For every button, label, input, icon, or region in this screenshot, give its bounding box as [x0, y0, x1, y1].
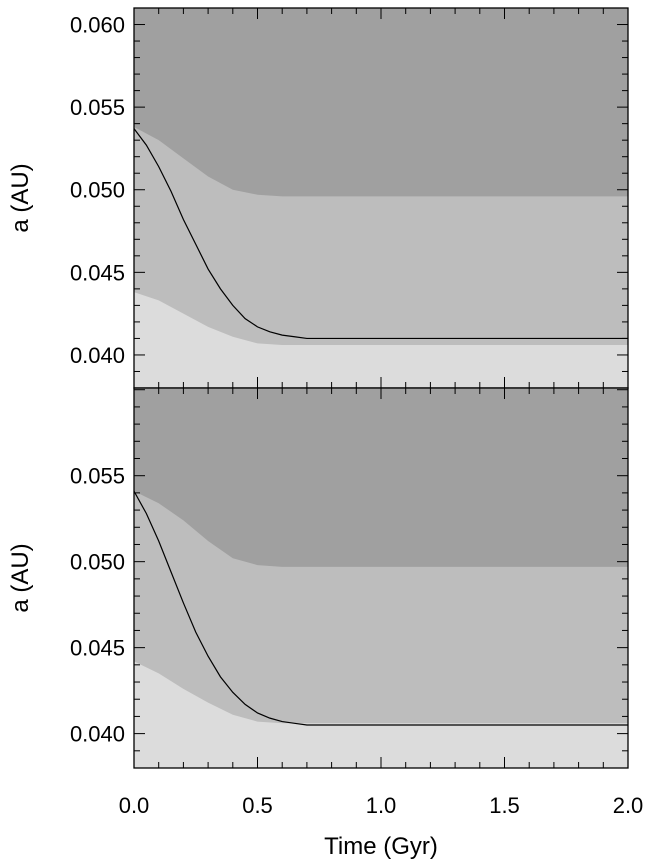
middle-region [134, 491, 628, 768]
y-axis-label: a (AU) [7, 163, 34, 232]
bottom-panel: 0.040 0.045 0.050 0.055 0.0 0.5 1.0 1.5 2.0 a (AU… [7, 387, 644, 860]
x-axis-label: Time (Gyr) [324, 833, 438, 860]
top-panel: 0.040 0.045 0.050 0.055 0.060 a (AU) [7, 7, 629, 389]
lower-region [134, 661, 628, 768]
y-tick-label: 0.060 [70, 13, 125, 38]
y-tick-label: 0.055 [70, 464, 125, 489]
y-tick-label: 0.055 [70, 95, 125, 120]
x-tick-label: 0.5 [242, 793, 273, 818]
x-tick-label: 1.0 [366, 793, 397, 818]
y-axis-label: a (AU) [7, 543, 34, 612]
x-tick-label: 1.5 [489, 793, 520, 818]
middle-region [134, 126, 628, 388]
y-tick-label: 0.050 [70, 178, 125, 203]
y-tick-label: 0.045 [70, 636, 125, 661]
y-tick-label: 0.050 [70, 550, 125, 575]
y-tick-label: 0.040 [70, 722, 125, 747]
x-tick-label: 0.0 [119, 793, 150, 818]
plot-area [134, 388, 628, 768]
y-tick-label: 0.045 [70, 260, 125, 285]
orbit-track-line [134, 128, 628, 340]
y-tick-label: 0.040 [70, 343, 125, 368]
plot-area [134, 8, 628, 388]
orbit-track-line [134, 490, 628, 726]
x-tick-label: 2.0 [613, 793, 644, 818]
lower-region [134, 292, 628, 388]
